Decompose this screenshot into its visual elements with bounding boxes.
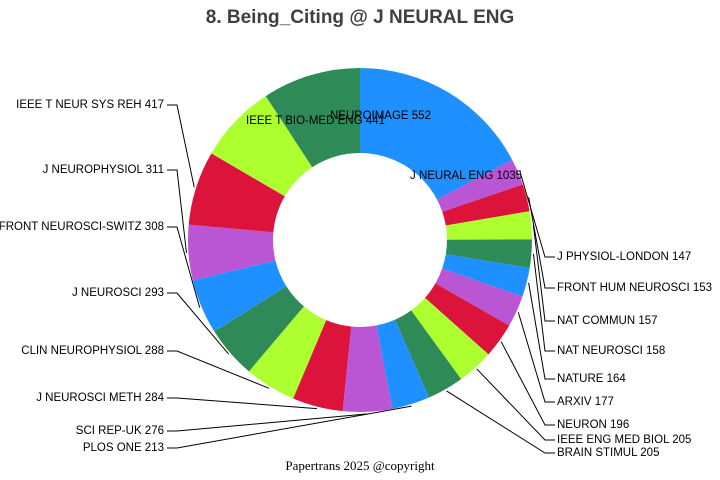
slice-label: FRONT HUM NEUROSCI 153: [557, 282, 712, 294]
slice-label: CLIN NEUROPHYSIOL 288: [21, 345, 164, 357]
slice-j-physiol-london: [437, 160, 523, 212]
slice-label: SCI REP-UK 276: [76, 425, 164, 437]
leader-line: [167, 413, 368, 432]
leader-line: [167, 104, 195, 188]
slice-ieee-t-neur-sys-reh: [188, 153, 285, 233]
leader-line: [167, 397, 317, 410]
slice-front-hum-neurosci: [442, 184, 530, 226]
slice-label: NAT NEUROSCI 158: [557, 345, 665, 357]
slice-label: PLOS ONE 213: [83, 442, 164, 454]
slice-label: NEUROIMAGE 552: [330, 110, 431, 122]
slice-label: NATURE 164: [557, 373, 626, 385]
leader-line: [167, 350, 270, 389]
slice-label: NAT COMMUN 157: [557, 315, 658, 327]
slice-neuron: [424, 283, 510, 355]
slice-nat-commun: [445, 211, 532, 240]
slice-label: ARXIV 177: [557, 396, 614, 408]
slice-j-neurophysiol: [188, 224, 276, 281]
slice-ieee-eng-med-biol: [411, 297, 489, 380]
leader-line: [528, 282, 555, 380]
slice-j-neurosci: [214, 286, 304, 372]
leader-line: [532, 253, 555, 352]
chart-title: 8. Being_Citing @ J NEURAL ENG: [205, 7, 515, 28]
slice-neuroimage: [265, 68, 360, 168]
slice-nature: [442, 254, 530, 297]
leader-line: [446, 390, 555, 454]
slice-label: J NEUROSCI METH 284: [36, 392, 164, 404]
slice-clin-neurophysiol: [248, 306, 327, 399]
slice-arxiv: [435, 268, 523, 326]
slice-j-neural-eng: [360, 68, 513, 200]
leader-line: [167, 169, 187, 253]
copyright-footer: Papertrans 2025 @copyright: [285, 458, 435, 473]
slice-label: J NEUROSCI 293: [72, 287, 164, 299]
leader-line: [532, 225, 555, 322]
slice-nat-neurosci: [445, 239, 532, 268]
leader-line: [476, 368, 555, 441]
leader-line: [167, 292, 229, 355]
slice-label: IEEE T BIO-MED ENG 441: [246, 115, 385, 127]
slice-brain-stimul: [394, 310, 462, 398]
slice-label: IEEE ENG MED BIOL 205: [557, 434, 691, 446]
leader-line: [528, 197, 555, 289]
slice-label: J NEUROPHYSIOL 311: [43, 164, 164, 176]
leader-line: [517, 312, 555, 403]
slice-sci-rep-uk: [342, 325, 393, 412]
slice-label: J NEURAL ENG 1035: [410, 170, 522, 182]
slice-label: FRONT NEUROSCI-SWITZ 308: [0, 221, 164, 233]
leader-line: [500, 341, 555, 426]
slice-label: J PHYSIOL-LONDON 147: [557, 251, 691, 263]
slice-j-neurosci-meth: [293, 320, 352, 412]
slice-plos-one: [376, 319, 430, 409]
leader-line: [519, 171, 555, 258]
slice-label: NEURON 196: [557, 419, 629, 431]
slice-ieee-t-bio-med-eng: [211, 96, 313, 197]
slice-label: IEEE T NEUR SYS REH 417: [16, 99, 164, 111]
slice-label: BRAIN STIMUL 205: [557, 447, 659, 459]
leader-line: [167, 226, 201, 308]
leader-line: [167, 405, 412, 449]
slice-front-neurosci-switz: [192, 260, 287, 332]
